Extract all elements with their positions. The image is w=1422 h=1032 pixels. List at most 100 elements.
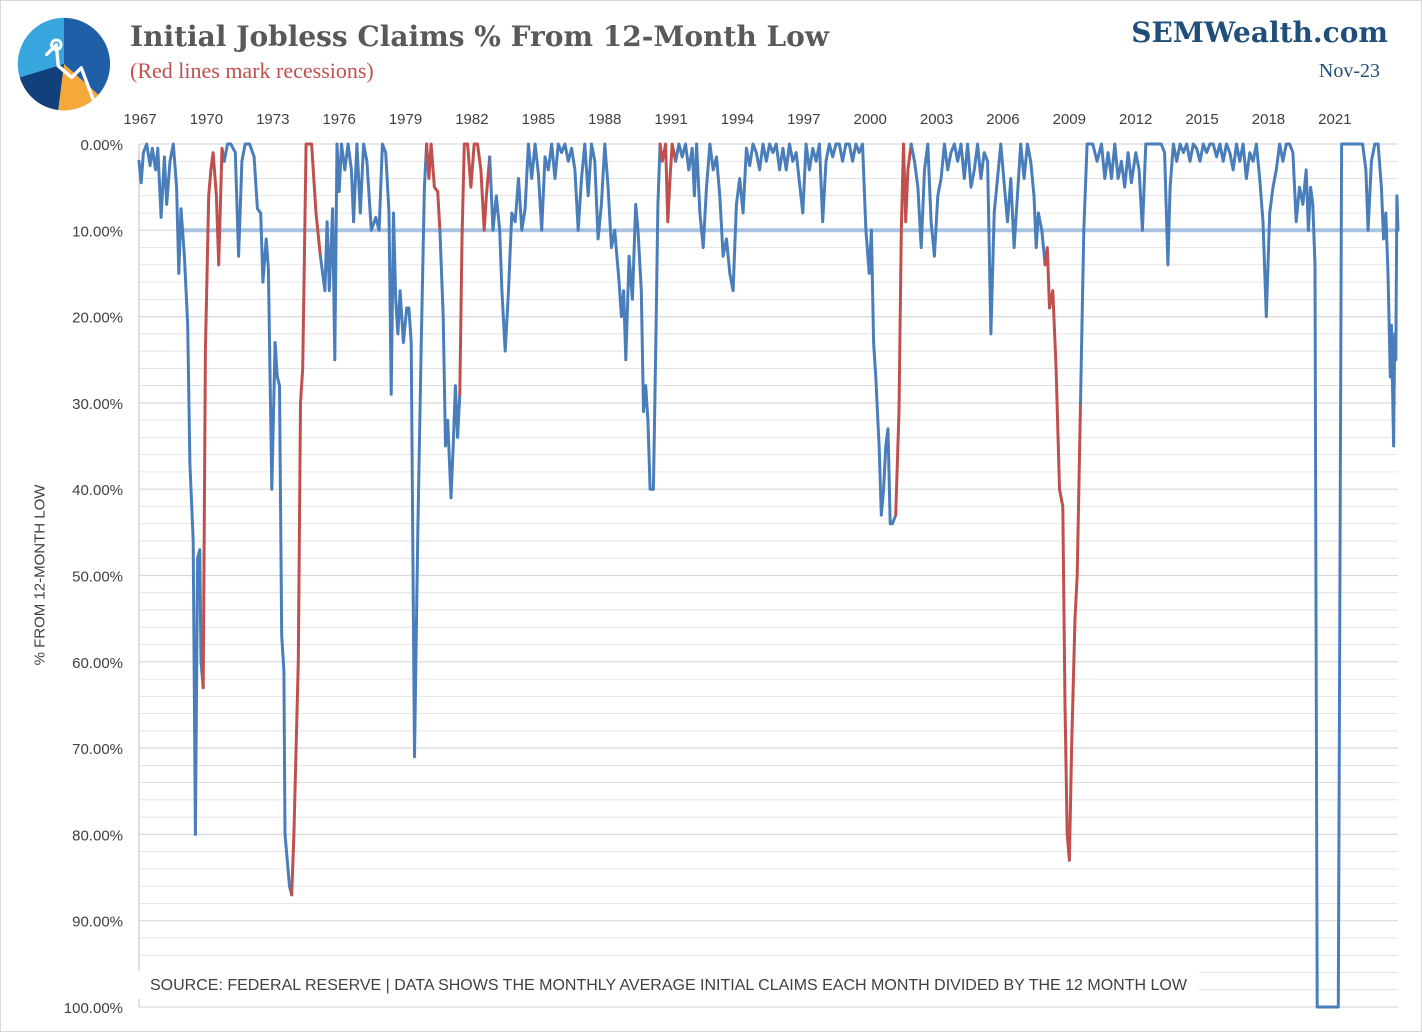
data-point (332, 208, 334, 210)
data-point (1010, 178, 1012, 180)
recession-line-segment (1043, 246, 1082, 862)
data-point (180, 208, 182, 210)
claims-line-segment (318, 142, 429, 759)
data-point (628, 255, 630, 257)
data-point (812, 147, 814, 149)
data-point (492, 229, 494, 231)
data-point (249, 143, 251, 145)
data-point (274, 342, 276, 344)
data-point (1041, 229, 1043, 231)
data-point (832, 156, 834, 158)
data-point (1352, 143, 1354, 145)
data-point (1362, 143, 1364, 145)
data-point (1101, 143, 1103, 145)
data-point (302, 367, 304, 369)
semwealth-logo (17, 17, 111, 111)
data-point (1396, 195, 1398, 197)
data-point (808, 169, 810, 171)
y-tick-label: 60.00% (72, 655, 123, 672)
data-point (659, 143, 661, 145)
data-point (142, 152, 144, 154)
data-point (947, 169, 949, 171)
data-point (531, 178, 533, 180)
data-point (726, 238, 728, 240)
data-point (557, 143, 559, 145)
data-point (210, 169, 212, 171)
data-point (241, 160, 243, 162)
data-point (1076, 575, 1078, 577)
data-point (428, 178, 430, 180)
data-point (547, 169, 549, 171)
data-point (789, 143, 791, 145)
data-point (353, 221, 355, 223)
data-point (759, 169, 761, 171)
data-point (889, 523, 891, 525)
data-point (334, 359, 336, 361)
data-point (212, 152, 214, 154)
data-point (669, 178, 671, 180)
data-point (1219, 143, 1221, 145)
data-point (1365, 169, 1367, 171)
data-point (477, 143, 479, 145)
data-point (328, 290, 330, 292)
x-tick-label: 1997 (787, 111, 820, 128)
data-point (363, 143, 365, 145)
data-point (524, 208, 526, 210)
data-point (1367, 229, 1369, 231)
data-point (1216, 156, 1218, 158)
claims-line-segment (488, 142, 662, 491)
data-point (1096, 160, 1098, 162)
data-point (1346, 143, 1348, 145)
data-point (527, 143, 529, 145)
data-point (324, 290, 326, 292)
data-point (655, 350, 657, 352)
data-point (1016, 195, 1018, 197)
data-point (1071, 747, 1073, 749)
data-point (678, 143, 680, 145)
data-point (253, 156, 255, 158)
data-point (1255, 143, 1257, 145)
data-point (319, 255, 321, 257)
data-point (878, 445, 880, 447)
data-point (227, 143, 229, 145)
data-point (1383, 238, 1385, 240)
data-point (1120, 160, 1122, 162)
data-point (1385, 212, 1387, 214)
data-point (208, 195, 210, 197)
data-point (452, 445, 454, 447)
data-point (160, 216, 162, 218)
data-point (591, 143, 593, 145)
data-point (1370, 160, 1372, 162)
data-point (1186, 143, 1188, 145)
data-point (1245, 178, 1247, 180)
x-tick-label: 2006 (986, 111, 1019, 128)
data-point (1289, 143, 1291, 145)
data-point (1226, 143, 1228, 145)
data-point (1212, 143, 1214, 145)
recession-line-segment (458, 142, 492, 396)
data-point (805, 143, 807, 145)
data-point (265, 238, 267, 240)
data-point (223, 160, 225, 162)
data-point (822, 221, 824, 223)
data-point (172, 143, 174, 145)
data-point (1377, 143, 1379, 145)
data-point (880, 514, 882, 516)
data-point (439, 229, 441, 231)
data-point (571, 147, 573, 149)
data-point (907, 169, 909, 171)
data-point (518, 178, 520, 180)
data-point (1387, 272, 1389, 274)
data-point (267, 268, 269, 270)
data-point (138, 160, 140, 162)
claims-line-segment (137, 142, 205, 836)
data-point (291, 894, 293, 896)
data-point (782, 147, 784, 149)
data-point (176, 186, 178, 188)
data-point (647, 419, 649, 421)
data-point (1172, 143, 1174, 145)
data-point (1196, 147, 1198, 149)
data-point (1390, 324, 1392, 326)
data-point (963, 178, 965, 180)
claims-line-segment (674, 142, 898, 526)
